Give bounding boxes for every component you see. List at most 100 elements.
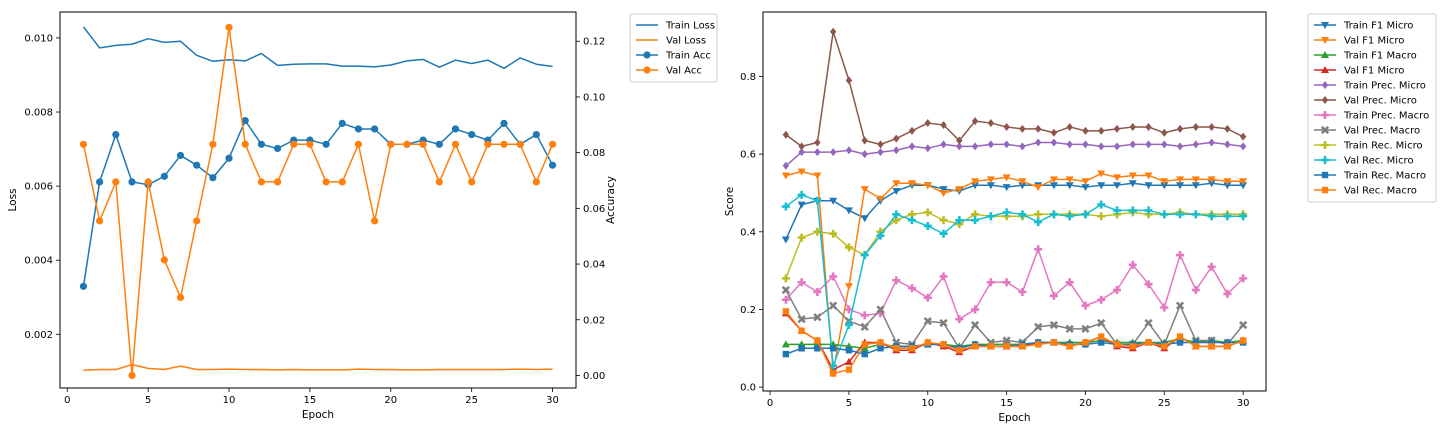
data-point: [893, 146, 900, 155]
data-point: [1239, 212, 1248, 221]
data-point: [781, 172, 790, 180]
legend-label: Train Rec. Macro: [1343, 171, 1426, 182]
data-point: [877, 148, 884, 157]
x-axis-ticks: 0 5 10 15 20 25 30: [767, 391, 1250, 409]
legend-label: Val F1 Micro: [1344, 66, 1404, 77]
plot-marks: [79, 23, 557, 380]
data-point: [845, 146, 853, 155]
data-point: [908, 142, 916, 151]
series-train-prec-micro: [782, 138, 1247, 170]
data-point: [516, 140, 524, 148]
legend-frame: [629, 13, 718, 83]
data-point: [892, 188, 901, 196]
data-point: [322, 178, 330, 186]
data-point: [1098, 333, 1105, 340]
data-point: [1128, 206, 1137, 215]
data-point: [1208, 138, 1215, 147]
y-tick-label: 0.4: [740, 227, 756, 238]
data-point: [1207, 262, 1216, 271]
legend-label: Val Loss: [666, 36, 706, 47]
data-point: [813, 287, 822, 296]
legend-marker: [1321, 37, 1329, 44]
data-point: [209, 174, 217, 182]
data-point: [1082, 126, 1089, 135]
legend-marker: [1321, 141, 1329, 149]
data-point: [1097, 182, 1106, 190]
data-point: [548, 140, 557, 148]
data-point: [144, 178, 152, 186]
data-point: [782, 161, 790, 170]
y-tick-label: 0.6: [740, 150, 756, 161]
data-point: [1098, 142, 1105, 151]
data-point: [923, 293, 932, 302]
data-point: [845, 366, 853, 373]
data-point: [860, 322, 869, 332]
data-point: [986, 212, 995, 221]
data-point: [844, 305, 853, 314]
data-point: [923, 221, 932, 230]
data-point: [1066, 343, 1073, 350]
x-tick-label: 15: [304, 395, 317, 406]
data-point: [1065, 176, 1074, 184]
y-axis-label: Score: [724, 187, 736, 216]
loss-accuracy-chart: 0 5 10 15 20 25 30 0.002 0.004 0.006 0.008 0.010 0…: [7, 11, 718, 421]
data-point: [193, 217, 201, 225]
data-point: [1208, 339, 1215, 346]
data-point: [940, 121, 947, 130]
data-point: [924, 339, 931, 346]
data-point: [1097, 295, 1106, 304]
legend-label: Train F1 Micro: [1343, 21, 1413, 32]
legend-label: Val Rec. Micro: [1344, 156, 1414, 167]
data-point: [798, 345, 805, 352]
legend-marker: [643, 51, 651, 59]
data-point: [829, 148, 837, 157]
data-point: [829, 197, 838, 205]
x-tick-label: 10: [223, 395, 236, 406]
x-tick-label: 30: [546, 395, 559, 406]
data-point: [128, 178, 136, 186]
legend-item: Train Prec. Macro: [1314, 111, 1429, 122]
data-point: [1191, 182, 1200, 190]
data-point: [797, 278, 806, 287]
data-point: [956, 142, 963, 151]
y-axis-label-left: Loss: [7, 188, 19, 211]
data-point: [781, 285, 790, 295]
x-tick-label: 5: [846, 398, 852, 409]
y-tick-label: 0.010: [24, 33, 53, 44]
data-point: [829, 229, 838, 238]
data-point: [290, 140, 298, 148]
series-val-prec-micro: [782, 27, 1247, 151]
legend-label: Val F1 Micro: [1344, 36, 1404, 47]
data-point: [986, 176, 995, 184]
data-point: [1176, 142, 1184, 151]
data-point: [892, 180, 901, 188]
y-axis-label-right: Accuracy: [605, 176, 617, 224]
legend-marker: [1320, 125, 1330, 135]
data-point: [1129, 343, 1136, 350]
data-point: [861, 341, 868, 348]
legend-item: Train Prec. Micro: [1314, 81, 1426, 92]
data-point: [1192, 343, 1200, 350]
data-point: [1003, 140, 1010, 149]
data-point: [939, 189, 948, 197]
data-point: [1034, 341, 1042, 348]
data-point: [876, 231, 885, 240]
data-point: [782, 130, 790, 139]
data-point: [532, 130, 540, 139]
data-point: [209, 140, 217, 148]
data-point: [798, 327, 805, 335]
data-point: [435, 140, 443, 148]
data-point: [1081, 324, 1090, 333]
data-point: [1224, 339, 1231, 346]
data-point: [1128, 180, 1137, 188]
data-point: [1223, 289, 1232, 298]
data-point: [1160, 303, 1169, 312]
data-point: [176, 293, 185, 302]
legend-item: Val Rec. Micro: [1314, 156, 1414, 167]
y-tick-label: 0.006: [24, 182, 53, 193]
data-point: [1049, 210, 1058, 219]
series-train-loss: [82, 26, 553, 70]
data-point: [1113, 341, 1121, 348]
data-point: [419, 140, 427, 148]
data-point: [1081, 301, 1090, 310]
